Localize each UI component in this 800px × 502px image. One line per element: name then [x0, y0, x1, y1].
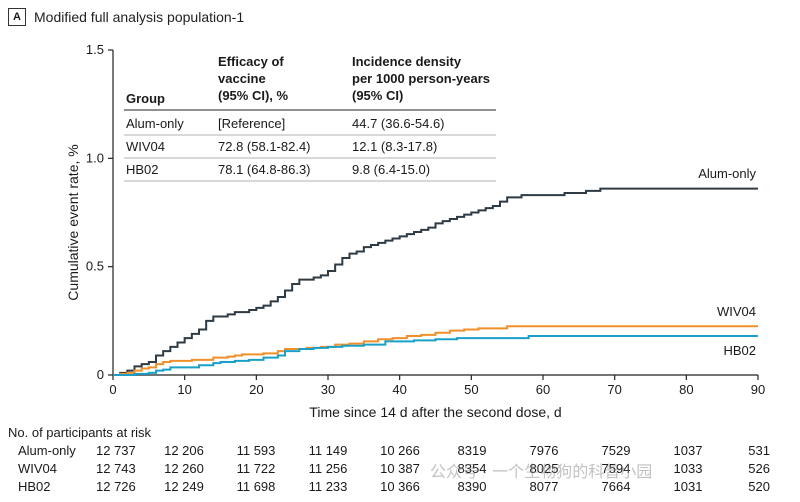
risk-cell: 11 233: [309, 479, 348, 494]
x-tick-label: 80: [679, 382, 693, 397]
table-header-incidence: (95% CI): [352, 88, 403, 103]
table-header-group: Group: [126, 91, 165, 106]
risk-cell: 531: [748, 443, 770, 458]
series-line-wiv04: [113, 325, 758, 376]
y-tick-label: 0.5: [86, 259, 104, 274]
risk-cell: 10 266: [380, 443, 420, 458]
risk-row-group: WIV04: [18, 461, 57, 476]
risk-cell: 11 149: [309, 443, 348, 458]
risk-cell: 12 260: [164, 461, 204, 476]
x-axis-label: Time since 14 d after the second dose, d: [309, 404, 561, 420]
x-tick-label: 10: [177, 382, 191, 397]
risk-cell: 1037: [674, 443, 703, 458]
risk-cell: 10 387: [380, 461, 420, 476]
y-tick-label: 1.5: [86, 42, 104, 57]
risk-cell: 1031: [674, 479, 703, 494]
risk-cell: 8354: [458, 461, 487, 476]
risk-cell: 526: [748, 461, 770, 476]
table-cell-incidence: 12.1 (8.3-17.8): [352, 139, 437, 154]
x-tick-label: 70: [607, 382, 621, 397]
series-line-hb02: [113, 335, 758, 376]
risk-cell: 7976: [530, 443, 559, 458]
table-cell-efficacy: 72.8 (58.1-82.4): [218, 139, 311, 154]
panel-letter: A: [8, 8, 26, 26]
x-tick-label: 30: [321, 382, 335, 397]
series-line-alum-only: [113, 187, 758, 376]
risk-cell: 12 206: [164, 443, 204, 458]
table-cell-group: WIV04: [126, 139, 165, 154]
table-header-efficacy: (95% CI), %: [218, 88, 289, 103]
panel-title: Modified full analysis population-1: [34, 9, 245, 25]
risk-cell: 8319: [458, 443, 487, 458]
table-cell-incidence: 44.7 (36.6-54.6): [352, 116, 445, 131]
risk-cell: 8390: [458, 479, 487, 494]
risk-cell: 12 737: [96, 443, 136, 458]
risk-cell: 7664: [602, 479, 631, 494]
x-tick-label: 50: [464, 382, 478, 397]
risk-cell: 11 698: [237, 479, 276, 494]
risk-cell: 11 722: [237, 461, 276, 476]
y-tick-label: 0: [97, 367, 104, 382]
risk-row-group: Alum-only: [18, 443, 76, 458]
risk-table-title: No. of participants at risk: [8, 425, 152, 440]
risk-cell: 12 726: [96, 479, 136, 494]
table-header-efficacy: vaccine: [218, 71, 266, 86]
x-tick-label: 0: [109, 382, 116, 397]
table-cell-group: HB02: [126, 162, 159, 177]
table-header-incidence: Incidence density: [352, 54, 462, 69]
risk-cell: 1033: [674, 461, 703, 476]
table-header-incidence: per 1000 person-years: [352, 71, 490, 86]
x-tick-label: 40: [392, 382, 406, 397]
risk-cell: 8077: [530, 479, 559, 494]
x-tick-label: 20: [249, 382, 263, 397]
panel-header: A Modified full analysis population-1: [8, 7, 244, 27]
risk-cell: 12 743: [96, 461, 136, 476]
y-axis-label: Cumulative event rate, %: [65, 144, 81, 300]
series-label-wiv04: WIV04: [717, 304, 756, 319]
risk-cell: 12 249: [164, 479, 204, 494]
risk-cell: 7594: [602, 461, 631, 476]
risk-cell: 520: [748, 479, 770, 494]
watermark: 公众号 · 一个生物狗的科普小园: [430, 464, 653, 481]
x-tick-label: 60: [536, 382, 550, 397]
table-cell-group: Alum-only: [126, 116, 184, 131]
risk-row-group: HB02: [18, 479, 51, 494]
table-cell-incidence: 9.8 (6.4-15.0): [352, 162, 430, 177]
table-cell-efficacy: 78.1 (64.8-86.3): [218, 162, 311, 177]
table-header-efficacy: Efficacy of: [218, 54, 284, 69]
x-tick-label: 90: [751, 382, 765, 397]
series-label-hb02: HB02: [723, 343, 756, 358]
risk-cell: 10 366: [380, 479, 420, 494]
risk-cell: 7529: [602, 443, 631, 458]
y-tick-label: 1.0: [86, 150, 104, 165]
series-label-alum-only: Alum-only: [698, 166, 756, 181]
risk-cell: 8025: [530, 461, 559, 476]
risk-cell: 11 593: [237, 443, 276, 458]
risk-cell: 11 256: [309, 461, 348, 476]
table-cell-efficacy: [Reference]: [218, 116, 285, 131]
